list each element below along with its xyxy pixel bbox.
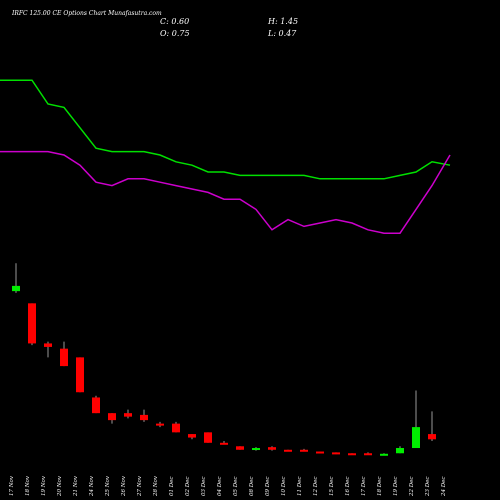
- x-tick-label: 24 Nov: [89, 475, 95, 497]
- candle-body: [92, 397, 100, 414]
- x-tick-label: 03 Dec: [201, 477, 207, 497]
- x-tick-label: 11 Dec: [297, 477, 303, 497]
- candle-body: [236, 446, 244, 450]
- close-readout: C: 0.60: [160, 17, 189, 26]
- candle-body: [156, 423, 164, 426]
- x-tick-label: 17 Dec: [361, 477, 367, 497]
- candle-body: [188, 434, 196, 438]
- x-tick-label: 02 Dec: [185, 477, 191, 497]
- x-tick-label: 20 Nov: [57, 475, 63, 497]
- candle-body: [380, 453, 388, 456]
- x-tick-label: 15 Dec: [329, 477, 335, 497]
- candle-body: [364, 453, 372, 456]
- x-tick-label: 16 Dec: [345, 477, 351, 497]
- high-readout: H: 1.45: [267, 17, 298, 26]
- x-tick-label: 19 Dec: [393, 477, 399, 497]
- candle-body: [204, 432, 212, 443]
- candle-body: [284, 449, 292, 452]
- candle-body: [268, 447, 276, 450]
- candle-body: [348, 453, 356, 456]
- candle-body: [12, 285, 20, 292]
- x-tick-label: 22 Dec: [409, 477, 415, 498]
- candle-body: [396, 448, 404, 454]
- indicator-lines: [0, 79, 451, 234]
- candle-body: [76, 357, 84, 393]
- candle-body: [124, 413, 132, 417]
- x-tick-label: 21 Nov: [73, 475, 79, 497]
- candle-body: [172, 423, 180, 433]
- x-tick-label: 23 Dec: [425, 477, 431, 498]
- candle-body: [220, 442, 228, 445]
- candle-body: [428, 434, 436, 440]
- x-tick-label: 28 Nov: [153, 475, 159, 497]
- x-tick-label: 18 Nov: [25, 475, 31, 496]
- candle-body: [140, 414, 148, 421]
- candle-body: [332, 452, 340, 455]
- indicator-line-1: [0, 79, 451, 180]
- x-tick-label: 12 Dec: [313, 477, 319, 497]
- x-tick-label: 27 Nov: [137, 475, 143, 497]
- x-tick-label: 04 Dec: [217, 477, 223, 497]
- x-tick-label: 24 Dec: [441, 477, 447, 498]
- chart-title: IRFC 125.00 CE Options Chart Munafasutra…: [11, 10, 162, 17]
- candles: [12, 263, 436, 456]
- x-tick-label: 19 Nov: [41, 475, 47, 496]
- indicator-line-2: [0, 150, 451, 234]
- x-tick-label: 18 Dec: [377, 477, 383, 497]
- x-tick-label: 17 Nov: [9, 475, 15, 496]
- candle-body: [252, 448, 260, 451]
- x-tick-label: 01 Dec: [169, 477, 175, 497]
- x-tick-label: 26 Nov: [121, 475, 127, 497]
- candle-body: [316, 451, 324, 454]
- low-readout: L: 0.47: [267, 29, 297, 38]
- candle-body: [60, 348, 68, 367]
- open-readout: O: 0.75: [160, 29, 190, 38]
- x-tick-label: 25 Nov: [105, 475, 111, 497]
- x-axis-labels: 17 Nov 18 Nov 19 Nov 20 Nov 21 Nov 24 Nov 25 N…: [9, 475, 447, 497]
- candle-body: [108, 413, 116, 421]
- x-tick-label: 10 Dec: [281, 477, 287, 497]
- x-tick-label: 08 Dec: [249, 477, 255, 497]
- candle-body: [44, 343, 52, 347]
- candle-body: [300, 449, 308, 452]
- candle-body: [412, 427, 420, 449]
- candle-body: [28, 303, 36, 344]
- x-tick-label: 05 Dec: [233, 477, 239, 497]
- x-tick-label: 09 Dec: [265, 477, 271, 497]
